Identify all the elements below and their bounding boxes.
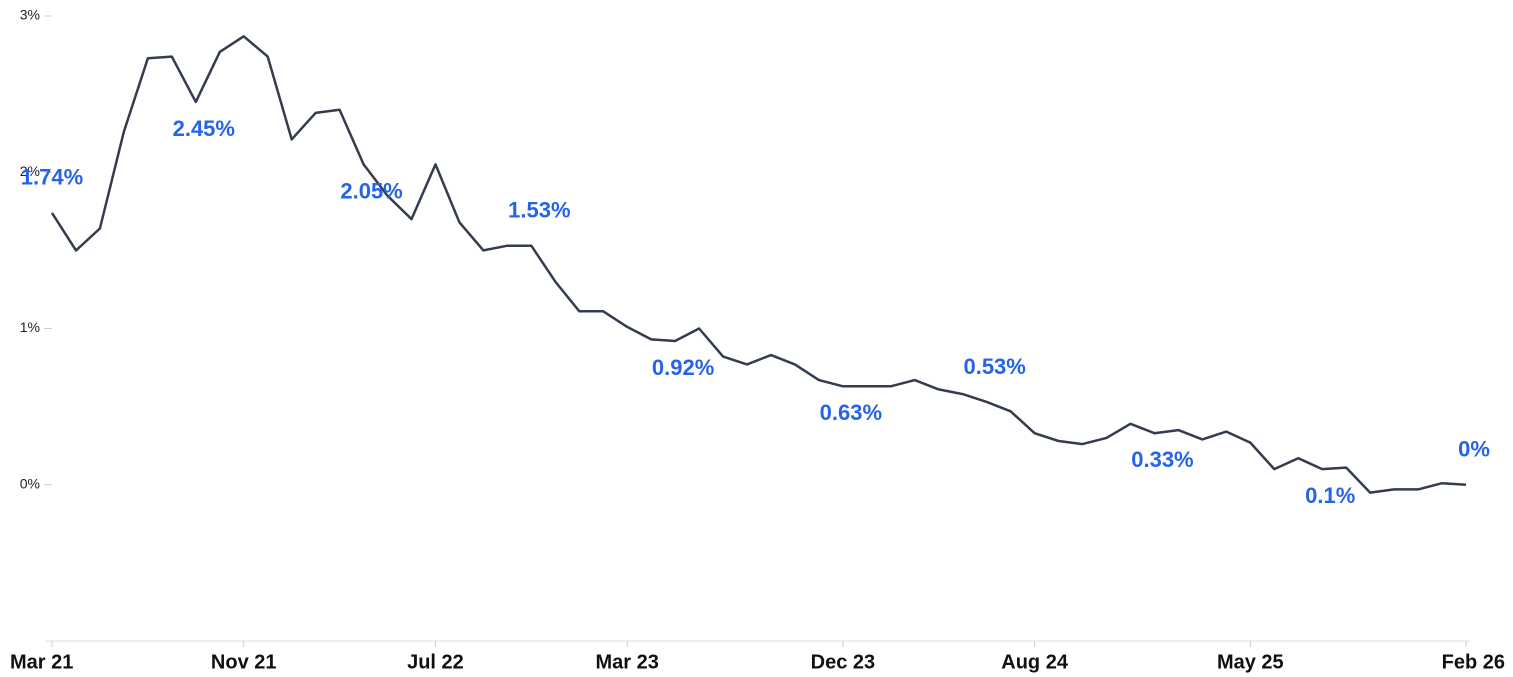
data-label: 1.53% <box>508 198 570 223</box>
x-tick-label: Jul 22 <box>407 651 464 673</box>
data-label: 0.53% <box>963 354 1025 379</box>
y-tick-label: 0% <box>20 475 40 491</box>
x-tick-label: Mar 21 <box>10 651 73 673</box>
x-tick-label: Nov 21 <box>211 651 277 673</box>
x-tick-label: Feb 26 <box>1442 651 1505 673</box>
x-tick-label: Dec 23 <box>811 651 876 673</box>
data-label: 0.33% <box>1131 447 1193 472</box>
data-label: 1.74% <box>21 165 83 190</box>
data-label: 0.63% <box>820 400 882 425</box>
x-tick-label: May 25 <box>1217 651 1284 673</box>
y-tick-label: 2% <box>20 163 40 179</box>
line-series <box>50 35 1467 494</box>
data-label: 0.92% <box>652 355 714 380</box>
data-label: 2.05% <box>340 178 402 203</box>
y-tick-label: 3% <box>20 7 40 23</box>
data-label: 0.1% <box>1305 483 1355 508</box>
x-tick-label: Mar 23 <box>595 651 658 673</box>
data-label: 2.45% <box>173 116 235 141</box>
data-label: 0% <box>1458 437 1490 462</box>
x-tick-label: Aug 24 <box>1001 651 1069 673</box>
y-tick-label: 1% <box>20 319 40 335</box>
